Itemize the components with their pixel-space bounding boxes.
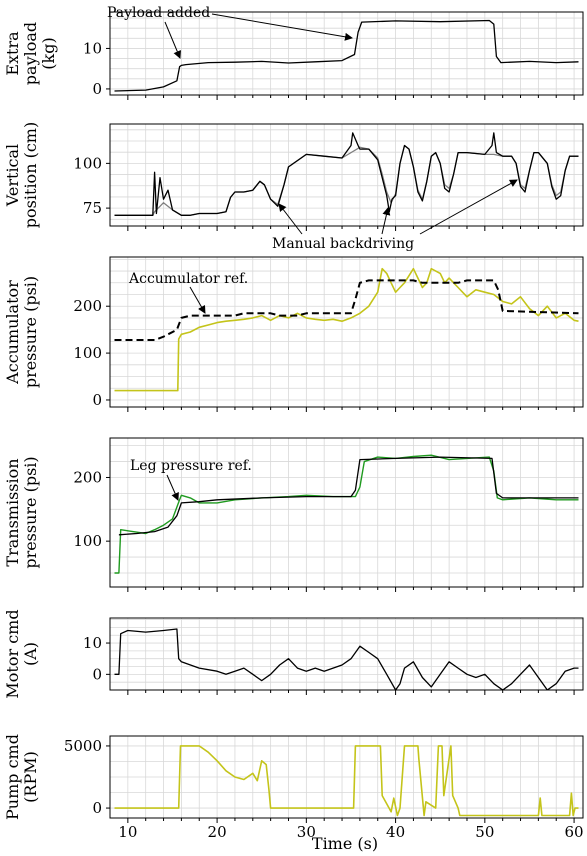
y-axis-label-transmission: Transmission (3, 458, 22, 566)
x-tick-label: 60 (565, 823, 584, 841)
backdriving-arrow-3 (419, 179, 518, 235)
series-motor-0 (114, 628, 579, 690)
panel-motor: 0 10 Motor cmd (A) (3, 609, 584, 699)
x-tick-label: 40 (386, 823, 405, 841)
grid-transmission (110, 438, 583, 587)
frame-transmission (109, 437, 584, 588)
y-tick-label: 200 (73, 468, 102, 486)
y-axis-label-accumulator: Accumulator (3, 280, 22, 385)
backdriving-arrow-2 (381, 207, 391, 235)
manual-backdriving-annotation: Manual backdriving (272, 236, 414, 252)
payload-arrow-right (211, 13, 353, 41)
y-tick-label: 100 (73, 154, 102, 172)
series-vertical-1 (114, 132, 579, 216)
leg-pressure-ref-arrow (166, 474, 179, 501)
y-axis-label-vertical: Vertical (3, 144, 22, 207)
panel-vertical: 75 100 Vertical position (cm) (3, 122, 584, 231)
y-axis-label-payload: Extra (3, 31, 22, 76)
y-tick-label: 100 (73, 344, 102, 362)
frame-motor (109, 617, 584, 691)
panel-pump: 0 5000 Pump cmd (RPM) (3, 734, 584, 823)
series-pump-0 (114, 745, 579, 817)
x-axis-label: Time (s) (312, 834, 378, 853)
x-tick-label: 10 (118, 823, 137, 841)
y-axis-label-accumulator: pressure (psi) (21, 276, 40, 388)
y-tick-label: 100 (73, 532, 102, 550)
accumulator-ref-annotation: Accumulator ref. (128, 271, 248, 287)
y-axis-label-transmission: pressure (psi) (21, 456, 40, 568)
x-tick-label: 20 (208, 823, 227, 841)
y-axis-label-motor: (A) (21, 642, 40, 666)
x-tick-label: 50 (475, 823, 494, 841)
panel-accumulator: 0 100 200 Accumulator pressure (psi) (3, 256, 584, 412)
payload-added-annotation: Payload added (107, 5, 210, 21)
y-tick-label: 10 (83, 39, 102, 57)
grid-payload (110, 12, 583, 95)
series-transmission-1 (118, 456, 579, 536)
frame-vertical (109, 123, 584, 227)
annotation-layer: Payload added Manual backdriving Accumul… (107, 5, 518, 501)
payload-arrow-left (164, 21, 181, 59)
y-axis-label-vertical: position (cm) (21, 122, 40, 228)
y-tick-label: 10 (83, 634, 102, 652)
y-tick-label: 5000 (64, 737, 102, 755)
accumulator-ref-arrow (189, 286, 206, 314)
backdriving-arrow-1 (278, 203, 303, 235)
grid-vertical (110, 124, 583, 226)
y-axis-label-motor: Motor cmd (3, 609, 22, 698)
y-tick-label: 0 (92, 391, 102, 409)
y-tick-label: 0 (92, 80, 102, 98)
y-axis-label-payload: payload (21, 22, 40, 85)
grid-accumulator (110, 257, 583, 407)
y-axis-label-pump: Pump cmd (3, 734, 22, 820)
y-axis-label-pump: (RPM) (21, 751, 40, 803)
y-tick-label: 0 (92, 665, 102, 683)
y-tick-label: 0 (92, 799, 102, 817)
panel-payload: 0 10 Extra payload (kg) (3, 11, 584, 100)
x-tick-label: 30 (297, 823, 316, 841)
x-axis: Time (s) 10 20 30 40 50 60 (118, 823, 583, 853)
panel-transmission: 100 200 Transmission pressure (psi) (3, 437, 584, 592)
frame-pump (109, 735, 584, 819)
leg-pressure-ref-annotation: Leg pressure ref. (130, 458, 252, 474)
frame-accumulator (109, 256, 584, 408)
y-tick-label: 75 (83, 199, 102, 217)
y-tick-label: 200 (73, 297, 102, 315)
y-axis-label-payload: (kg) (39, 37, 58, 69)
series-payload-0 (114, 19, 579, 92)
grid-motor (110, 618, 583, 690)
series-accumulator-1 (114, 279, 579, 341)
frame-payload (109, 11, 584, 96)
